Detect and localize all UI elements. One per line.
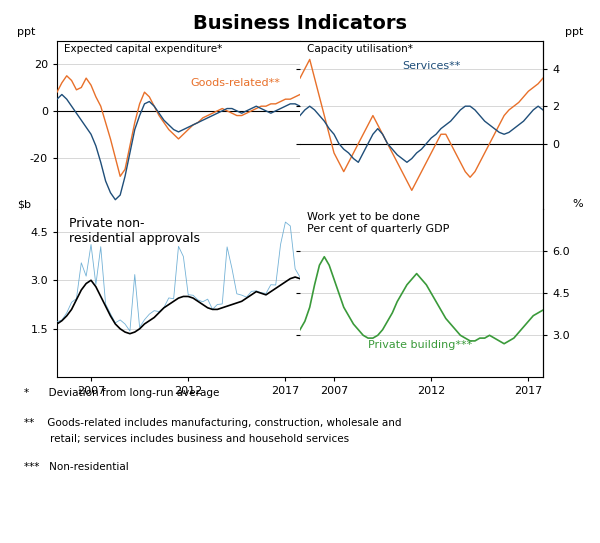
Text: **    Goods-related includes manufacturing, construction, wholesale and: ** Goods-related includes manufacturing,… xyxy=(24,418,401,428)
Text: ***   Non-residential: *** Non-residential xyxy=(24,462,129,471)
Text: retail; services includes business and household services: retail; services includes business and h… xyxy=(24,434,349,444)
Text: ppt: ppt xyxy=(565,27,583,37)
Text: Goods-related**: Goods-related** xyxy=(191,78,281,88)
Text: Private non-
residential approvals: Private non- residential approvals xyxy=(69,217,200,245)
Text: Expected capital expenditure*: Expected capital expenditure* xyxy=(64,44,223,54)
Text: $b: $b xyxy=(17,199,31,209)
Text: Business Indicators: Business Indicators xyxy=(193,14,407,33)
Text: *      Deviation from long-run average: * Deviation from long-run average xyxy=(24,388,220,398)
Text: Work yet to be done
Per cent of quarterly GDP: Work yet to be done Per cent of quarterl… xyxy=(307,212,449,234)
Text: Services**: Services** xyxy=(402,61,460,71)
Text: Capacity utilisation*: Capacity utilisation* xyxy=(307,44,413,54)
Text: ppt: ppt xyxy=(17,27,35,37)
Text: Private building***: Private building*** xyxy=(368,340,472,350)
Text: %: % xyxy=(572,199,583,209)
